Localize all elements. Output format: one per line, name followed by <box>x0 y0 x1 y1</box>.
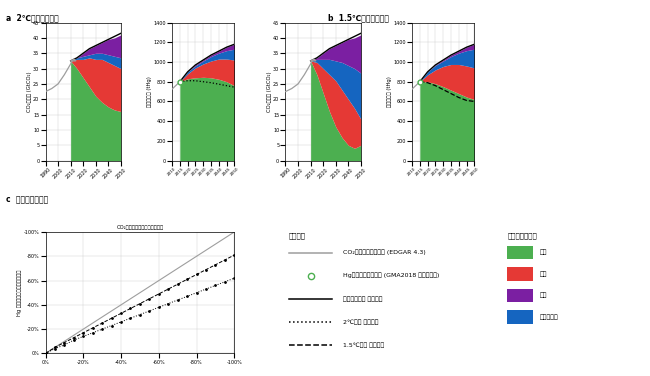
Text: 1.5℃目標 シナリオ: 1.5℃目標 シナリオ <box>343 342 384 348</box>
FancyBboxPatch shape <box>508 289 532 302</box>
Y-axis label: 水銀排出量 (tHg): 水銀排出量 (tHg) <box>387 76 392 107</box>
Text: 産業: 産業 <box>540 271 547 277</box>
Text: 家庭・業務: 家庭・業務 <box>540 314 558 320</box>
Text: 発電: 発電 <box>540 250 547 255</box>
Text: a  2℃目標シナリオ: a 2℃目標シナリオ <box>6 13 59 22</box>
Text: c  共便益削減効果: c 共便益削減効果 <box>6 196 49 205</box>
Title: CO₂削減率（リファレンス比）: CO₂削減率（リファレンス比） <box>116 225 164 230</box>
FancyBboxPatch shape <box>508 246 532 259</box>
Y-axis label: Hg 削減率（リファレンス比）: Hg 削減率（リファレンス比） <box>17 270 22 316</box>
Text: 主要な削減部門: 主要な削減部門 <box>508 232 537 239</box>
Y-axis label: CO₂排出量 (GtCO₂): CO₂排出量 (GtCO₂) <box>27 71 32 112</box>
Text: CO₂排出インベントリ (EDGAR 4.3): CO₂排出インベントリ (EDGAR 4.3) <box>343 250 426 255</box>
Y-axis label: 水銀排出量 (tHg): 水銀排出量 (tHg) <box>147 76 152 107</box>
Text: b  1.5℃目標シナリオ: b 1.5℃目標シナリオ <box>328 13 389 22</box>
FancyBboxPatch shape <box>508 310 532 324</box>
Text: 運輸: 運輸 <box>540 293 547 298</box>
Text: 2℃目標 シナリオ: 2℃目標 シナリオ <box>343 319 378 324</box>
FancyBboxPatch shape <box>508 267 532 281</box>
Y-axis label: CO₂排出量 (GtCO₂): CO₂排出量 (GtCO₂) <box>266 71 272 112</box>
Text: Hg排出インベントリ (GMA2018 中位推計値): Hg排出インベントリ (GMA2018 中位推計値) <box>343 273 439 279</box>
Text: レファレンス シナリオ: レファレンス シナリオ <box>343 296 382 302</box>
Text: 排出経路: 排出経路 <box>289 232 306 239</box>
